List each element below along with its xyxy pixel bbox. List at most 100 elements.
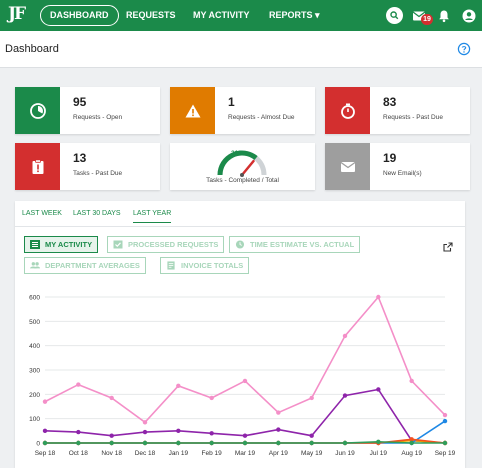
- data-point: [376, 439, 381, 444]
- y-tick-label: 100: [29, 416, 40, 423]
- chip-label: DEPARTMENT AVERAGES: [45, 261, 140, 270]
- gauge-chart: 210: [217, 150, 267, 177]
- series-line: [45, 420, 446, 444]
- data-point: [442, 418, 448, 424]
- card-label: Tasks - Completed / Total: [206, 177, 279, 184]
- card-tasks-past-due[interactable]: 13 Tasks - Past Due: [15, 143, 160, 190]
- search-icon[interactable]: [386, 7, 403, 24]
- x-tick-label: Dec 18: [135, 450, 156, 457]
- data-point: [242, 433, 248, 438]
- data-point: [342, 333, 348, 339]
- people-icon: [30, 262, 40, 269]
- invoice-icon: [167, 261, 175, 270]
- card-label: Requests - Almost Due: [228, 114, 295, 121]
- data-point: [442, 440, 448, 446]
- card-label: Requests - Open: [73, 114, 123, 121]
- activity-panel: LAST WEEK LAST 30 DAYS LAST YEAR MY ACTI…: [15, 201, 465, 468]
- card-label: New Email(s): [383, 170, 422, 177]
- x-tick-label: May 19: [301, 450, 323, 457]
- data-point: [342, 393, 348, 398]
- card-tasks-completed[interactable]: 210 Tasks - Completed / Total: [170, 143, 315, 190]
- chip-label: PROCESSED REQUESTS: [128, 240, 219, 249]
- data-point: [142, 429, 148, 435]
- data-point: [76, 440, 81, 446]
- data-point: [109, 433, 114, 438]
- x-tick-label: Jun 19: [335, 450, 355, 457]
- card-requests-almost-due[interactable]: 1 Requests - Almost Due: [170, 87, 315, 134]
- card-new-emails[interactable]: 19 New Email(s): [325, 143, 470, 190]
- data-point: [76, 382, 81, 387]
- data-point: [209, 440, 214, 446]
- data-point: [442, 412, 448, 418]
- chip-invoice-totals[interactable]: INVOICE TOTALS: [160, 257, 250, 274]
- card-requests-past-due[interactable]: 83 Requests - Past Due: [325, 87, 470, 134]
- x-tick-label: Aug 19: [401, 450, 422, 457]
- chip-department-averages[interactable]: DEPARTMENT AVERAGES: [24, 257, 146, 274]
- warning-icon: [170, 87, 215, 134]
- gauge-fill: [217, 150, 258, 176]
- card-value: 19: [383, 151, 397, 165]
- data-point: [409, 378, 414, 384]
- y-tick-label: 0: [36, 441, 40, 448]
- nav-requests[interactable]: REQUESTS: [126, 10, 176, 20]
- top-navbar: JF DASHBOARD REQUESTS MY ACTIVITY REPORT…: [0, 0, 482, 31]
- data-point: [176, 428, 181, 434]
- help-icon[interactable]: [457, 42, 471, 56]
- data-point: [176, 383, 181, 389]
- expand-icon[interactable]: [443, 239, 453, 252]
- page-title: Dashboard: [5, 43, 59, 55]
- checklist-icon: [113, 240, 123, 249]
- chip-my-activity[interactable]: MY ACTIVITY: [24, 236, 99, 253]
- x-tick-label: Sep 19: [435, 450, 456, 457]
- card-value: 83: [383, 95, 397, 109]
- data-point: [276, 410, 281, 415]
- data-point: [242, 378, 248, 384]
- x-tick-label: Nov 18: [101, 450, 122, 457]
- data-point: [209, 395, 214, 401]
- data-point: [176, 440, 181, 446]
- nav-dashboard[interactable]: DASHBOARD: [40, 5, 119, 26]
- data-point: [309, 433, 314, 438]
- tab-last-30-days[interactable]: LAST 30 DAYS: [73, 210, 121, 217]
- clock-icon: [235, 240, 245, 249]
- nav-my-activity[interactable]: MY ACTIVITY: [193, 10, 250, 20]
- data-point: [109, 395, 114, 401]
- chip-processed-requests[interactable]: PROCESSED REQUESTS: [107, 236, 225, 253]
- tab-divider: [15, 226, 465, 227]
- envelope-icon: [325, 143, 370, 190]
- data-point: [376, 387, 381, 392]
- chip-time-estimate-vs-actual[interactable]: TIME ESTIMATE VS. ACTUAL: [229, 236, 361, 253]
- data-point: [42, 399, 48, 404]
- data-point: [242, 440, 248, 446]
- data-point: [409, 440, 414, 446]
- x-tick-label: Apr 19: [269, 450, 289, 457]
- card-label: Requests - Past Due: [383, 114, 443, 121]
- card-requests-open[interactable]: 95 Requests - Open: [15, 87, 160, 134]
- page-header: Dashboard: [0, 31, 482, 68]
- user-account-icon[interactable]: [461, 8, 477, 24]
- tab-last-week[interactable]: LAST WEEK: [22, 210, 62, 217]
- activity-line-chart: 0 100 200 300 400 500 600 Sep 18 Oct 18 Nov 18 Dec…: [29, 294, 456, 458]
- data-point: [376, 294, 381, 300]
- data-point: [342, 440, 348, 446]
- data-point: [276, 440, 281, 446]
- y-tick-label: 200: [29, 392, 40, 399]
- gauge-needle: [240, 159, 255, 177]
- chip-label: MY ACTIVITY: [45, 240, 93, 249]
- series-line: [44, 295, 446, 424]
- tab-last-year[interactable]: LAST YEAR: [133, 210, 172, 223]
- data-point: [142, 420, 148, 425]
- bell-icon[interactable]: [436, 8, 452, 24]
- data-point: [309, 395, 314, 401]
- gauge-hub: [240, 173, 244, 177]
- y-tick-label: 600: [29, 295, 40, 302]
- data-point: [409, 437, 414, 442]
- card-label: Tasks - Past Due: [73, 170, 123, 177]
- app-logo[interactable]: JF: [8, 4, 26, 24]
- card-value: 13: [73, 151, 87, 165]
- mail-badge: 19: [421, 14, 433, 25]
- x-tick-label: Oct 18: [69, 450, 89, 457]
- y-tick-label: 500: [29, 319, 40, 326]
- data-point: [142, 440, 148, 446]
- nav-reports[interactable]: REPORTS ▾: [269, 10, 320, 20]
